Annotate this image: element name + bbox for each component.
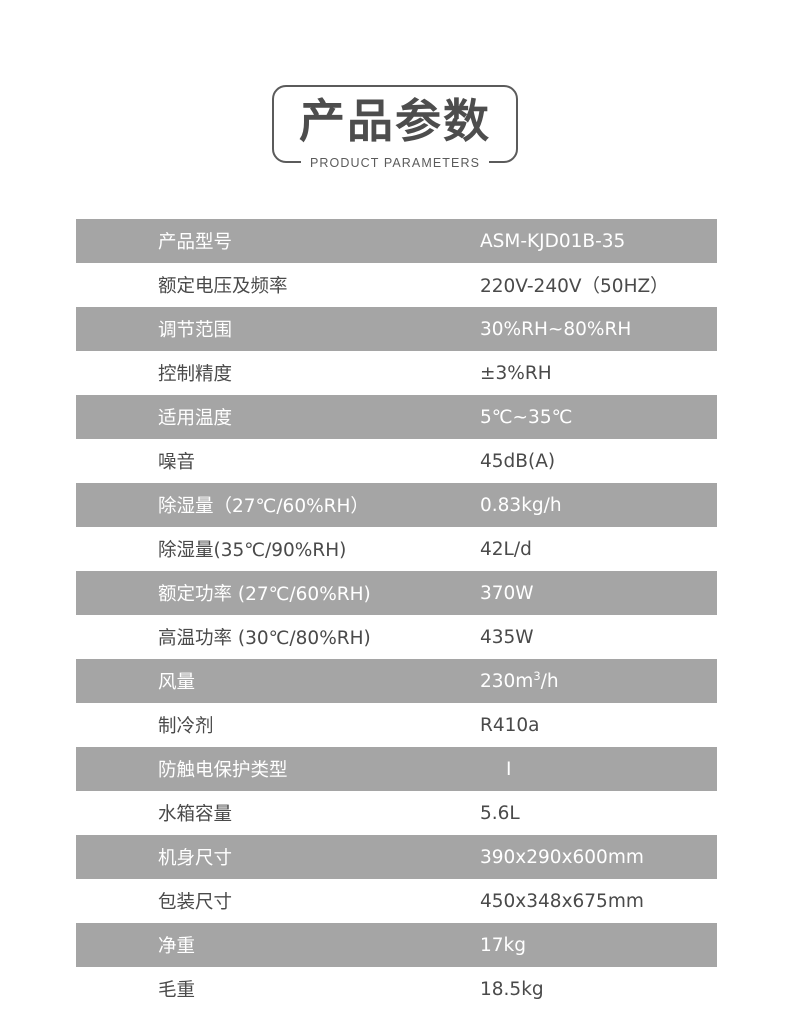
spec-label: 额定电压及频率 xyxy=(158,276,288,297)
spec-label: 额定功率 (27℃/60%RH) xyxy=(158,584,371,605)
page-title: 产品参数 xyxy=(299,94,491,148)
table-row: 产品型号 ASM-KJD01B-35 xyxy=(76,219,717,263)
spec-label: 毛重 xyxy=(158,980,196,1001)
table-row: 控制精度 ±3%RH xyxy=(76,351,717,395)
spec-label: 净重 xyxy=(158,936,196,957)
table-row: 机身尺寸 390x290x600mm xyxy=(76,835,717,879)
table-row: 除湿量（27℃/60%RH） 0.83kg/h xyxy=(76,483,717,527)
spec-label: 机身尺寸 xyxy=(158,848,233,869)
spec-value: 42L/d xyxy=(480,538,532,560)
spec-value: 5.6L xyxy=(480,802,520,824)
spec-value: 230m3/h xyxy=(480,668,559,692)
spec-label: 包装尺寸 xyxy=(158,892,233,913)
spec-value: 30%RH~80%RH xyxy=(480,318,632,340)
table-row: 风量 230m3/h xyxy=(76,659,717,703)
spec-value: 17kg xyxy=(480,934,526,956)
table-row: 包装尺寸 450x348x675mm xyxy=(76,879,717,923)
table-row: 噪音 45dB(A) xyxy=(76,439,717,483)
spec-value: I xyxy=(506,758,512,780)
table-row: 除湿量(35℃/90%RH) 42L/d xyxy=(76,527,717,571)
spec-value: ±3%RH xyxy=(480,362,552,384)
spec-value: 435W xyxy=(480,626,534,648)
spec-value: ASM-KJD01B-35 xyxy=(480,230,626,252)
spec-label: 水箱容量 xyxy=(158,804,233,825)
spec-label: 产品型号 xyxy=(158,232,233,253)
table-row: 额定电压及频率 220V-240V（50HZ） xyxy=(76,263,717,307)
spec-value: 18.5kg xyxy=(480,978,544,1000)
table-row: 水箱容量 5.6L xyxy=(76,791,717,835)
spec-label: 适用温度 xyxy=(158,408,233,429)
table-row: 净重 17kg xyxy=(76,923,717,967)
spec-value: 5℃~35℃ xyxy=(480,406,573,428)
spec-label: 制冷剂 xyxy=(158,716,214,737)
spec-label: 调节范围 xyxy=(158,320,233,341)
spec-value: 45dB(A) xyxy=(480,450,556,472)
spec-value: 220V-240V（50HZ） xyxy=(480,276,669,297)
spec-label: 风量 xyxy=(158,672,196,693)
spec-label: 噪音 xyxy=(158,452,196,473)
table-row: 制冷剂 R410a xyxy=(76,703,717,747)
spec-value: R410a xyxy=(480,714,540,736)
table-row: 防触电保护类型 I xyxy=(76,747,717,791)
spec-value: 450x348x675mm xyxy=(480,890,644,912)
table-row: 毛重 18.5kg xyxy=(76,967,717,1011)
spec-label: 防触电保护类型 xyxy=(158,760,288,781)
page-subtitle-text: PRODUCT PARAMETERS xyxy=(300,156,490,170)
spec-value: 390x290x600mm xyxy=(480,846,644,868)
spec-label: 高温功率 (30℃/80%RH) xyxy=(158,628,371,649)
table-row: 额定功率 (27℃/60%RH) 370W xyxy=(76,571,717,615)
spec-label: 控制精度 xyxy=(158,364,233,385)
spec-value: 370W xyxy=(480,582,534,604)
page-subtitle: PRODUCT PARAMETERS xyxy=(272,150,518,176)
specification-table: 产品型号 ASM-KJD01B-35 额定电压及频率 220V-240V（50HZ） 调… xyxy=(76,219,717,1011)
table-row: 适用温度 5℃~35℃ xyxy=(76,395,717,439)
spec-label: 除湿量(35℃/90%RH) xyxy=(158,540,347,561)
spec-value: 0.83kg/h xyxy=(480,494,562,516)
table-row: 高温功率 (30℃/80%RH) 435W xyxy=(76,615,717,659)
spec-label: 除湿量（27℃/60%RH） xyxy=(158,496,369,517)
table-row: 调节范围 30%RH~80%RH xyxy=(76,307,717,351)
product-parameters-header: 产品参数 PRODUCT PARAMETERS xyxy=(0,0,790,200)
